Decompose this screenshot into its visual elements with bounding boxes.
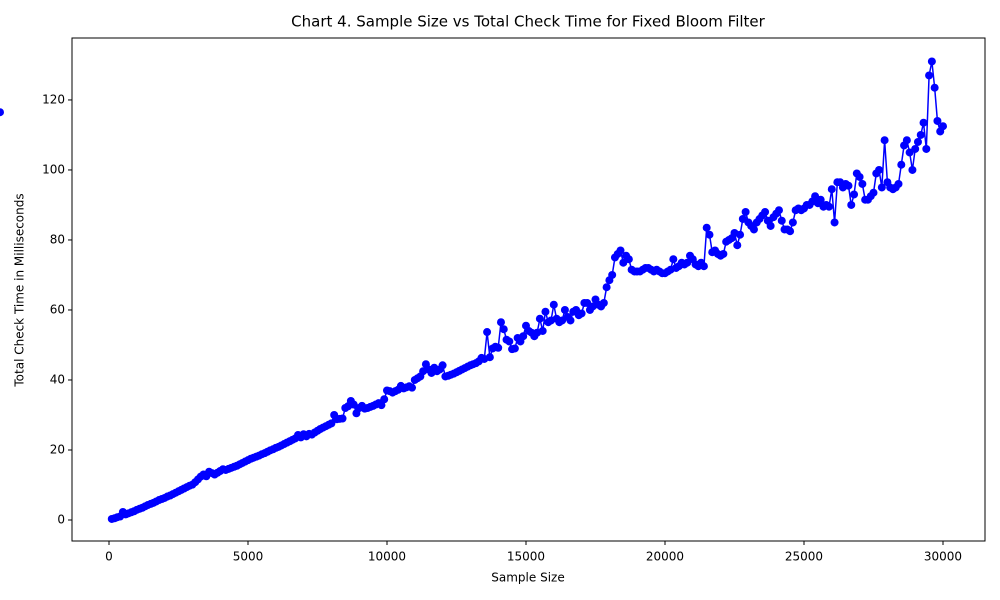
point bbox=[616, 246, 625, 255]
point bbox=[761, 207, 770, 216]
point bbox=[869, 188, 878, 197]
y-tick-label: 20 bbox=[50, 442, 65, 456]
point bbox=[786, 227, 795, 236]
point bbox=[897, 160, 906, 169]
point bbox=[599, 298, 608, 307]
x-tick-label: 30000 bbox=[924, 550, 962, 564]
y-tick-label: 0 bbox=[57, 512, 65, 526]
y-tick-label: 60 bbox=[50, 302, 65, 316]
y-tick-label: 40 bbox=[50, 372, 65, 386]
point bbox=[788, 218, 797, 227]
point bbox=[485, 353, 494, 362]
point bbox=[922, 144, 931, 153]
point bbox=[602, 283, 611, 292]
point bbox=[338, 414, 347, 423]
point bbox=[380, 395, 389, 404]
point bbox=[496, 318, 505, 327]
point bbox=[494, 343, 503, 352]
y-axis-label: Total Check Time in Milliseconds bbox=[13, 193, 27, 387]
point bbox=[327, 419, 336, 428]
point bbox=[850, 190, 859, 199]
point bbox=[577, 309, 586, 318]
point bbox=[875, 165, 884, 174]
x-axis-label: Sample Size bbox=[491, 571, 564, 585]
point bbox=[608, 270, 617, 279]
x-tick-label: 0 bbox=[105, 550, 113, 564]
point bbox=[535, 314, 544, 323]
y-tick-label: 80 bbox=[50, 232, 65, 246]
plot-frame bbox=[71, 37, 986, 542]
point bbox=[538, 326, 547, 335]
point bbox=[499, 325, 508, 334]
point bbox=[483, 328, 492, 337]
x-tick-label: 5000 bbox=[233, 550, 264, 564]
point bbox=[741, 207, 750, 216]
point bbox=[566, 316, 575, 325]
point bbox=[933, 116, 942, 125]
point bbox=[927, 57, 936, 66]
point bbox=[877, 183, 886, 192]
point bbox=[699, 262, 708, 271]
y-tick-label: 120 bbox=[42, 92, 65, 106]
point bbox=[919, 118, 928, 127]
point bbox=[916, 130, 925, 139]
point bbox=[855, 172, 864, 181]
point bbox=[847, 200, 856, 209]
point bbox=[702, 223, 711, 232]
x-tick-label: 20000 bbox=[646, 550, 684, 564]
point bbox=[830, 218, 839, 227]
point bbox=[669, 255, 678, 264]
point bbox=[541, 307, 550, 316]
point bbox=[930, 83, 939, 92]
point bbox=[519, 332, 528, 341]
point bbox=[438, 361, 447, 370]
point bbox=[938, 122, 947, 131]
point bbox=[766, 221, 775, 230]
point bbox=[894, 179, 903, 188]
point bbox=[733, 241, 742, 250]
point bbox=[925, 71, 934, 80]
point bbox=[825, 202, 834, 211]
point bbox=[816, 195, 825, 204]
chart-title: Chart 4. Sample Size vs Total Check Time… bbox=[291, 13, 765, 31]
point bbox=[408, 383, 417, 392]
point bbox=[624, 255, 633, 264]
y-tick-label: 100 bbox=[42, 162, 65, 176]
point bbox=[913, 137, 922, 146]
point bbox=[777, 216, 786, 225]
x-tick-label: 25000 bbox=[785, 550, 823, 564]
point bbox=[705, 230, 714, 239]
point bbox=[377, 401, 386, 410]
point bbox=[908, 165, 917, 174]
x-tick-label: 10000 bbox=[368, 550, 406, 564]
point bbox=[510, 344, 519, 353]
point bbox=[719, 249, 728, 258]
series-line bbox=[111, 61, 944, 520]
point bbox=[774, 206, 783, 215]
point bbox=[505, 337, 514, 346]
point bbox=[0, 108, 4, 117]
point bbox=[549, 300, 558, 309]
point bbox=[902, 136, 911, 145]
point bbox=[827, 185, 836, 194]
point bbox=[911, 144, 920, 153]
point bbox=[844, 181, 853, 190]
point bbox=[560, 305, 569, 314]
point bbox=[880, 136, 889, 145]
point bbox=[736, 230, 745, 239]
point bbox=[858, 179, 867, 188]
point bbox=[749, 225, 758, 234]
x-tick-label: 15000 bbox=[507, 550, 545, 564]
